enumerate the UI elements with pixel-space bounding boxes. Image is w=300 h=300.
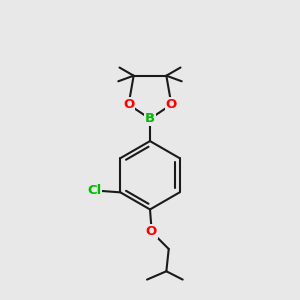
Text: O: O [123,98,134,111]
Text: O: O [146,225,157,238]
Text: Cl: Cl [87,184,101,197]
Text: O: O [166,98,177,111]
Text: B: B [145,112,155,125]
